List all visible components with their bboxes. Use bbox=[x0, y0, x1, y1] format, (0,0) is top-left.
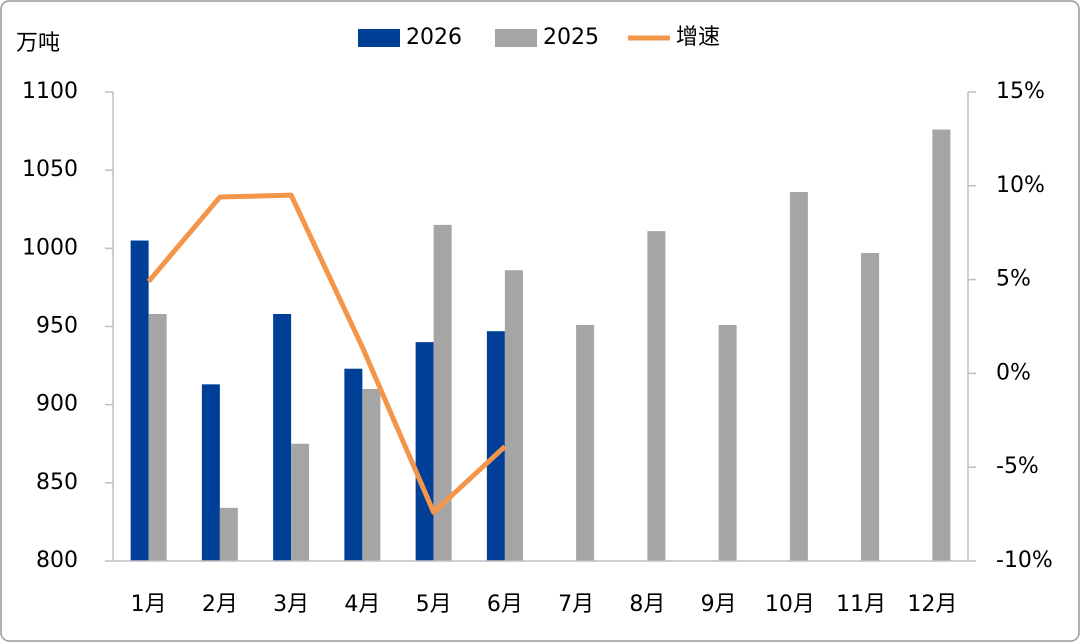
bar bbox=[415, 342, 434, 561]
bar bbox=[362, 389, 381, 561]
y2-tick-label: 15% bbox=[996, 79, 1045, 104]
x-tick-label: 6月 bbox=[487, 592, 523, 617]
line-series bbox=[146, 192, 507, 515]
x-tick-label: 1月 bbox=[131, 592, 167, 617]
bar bbox=[932, 129, 951, 561]
legend-swatch bbox=[495, 29, 537, 47]
x-tick-label: 2月 bbox=[202, 592, 238, 617]
x-tick-label: 9月 bbox=[701, 592, 737, 617]
bar bbox=[576, 324, 595, 561]
bar bbox=[201, 384, 220, 561]
y2-tick-label: -5% bbox=[996, 454, 1039, 479]
y-tick-label: 900 bbox=[36, 392, 78, 417]
bar bbox=[486, 331, 505, 561]
unit-label: 万吨 bbox=[16, 31, 60, 56]
legend-label: 2025 bbox=[543, 25, 599, 50]
x-tick-label: 11月 bbox=[836, 592, 886, 617]
bar bbox=[291, 443, 310, 561]
bar bbox=[504, 270, 523, 561]
y-tick-label: 850 bbox=[36, 470, 78, 495]
y2-tick-label: -10% bbox=[996, 548, 1053, 573]
y-tick-label: 950 bbox=[36, 314, 78, 339]
bar bbox=[130, 240, 149, 561]
y2-tick-label: 0% bbox=[996, 360, 1031, 385]
legend-label: 2026 bbox=[406, 25, 462, 50]
bar bbox=[219, 507, 238, 561]
bar bbox=[647, 231, 666, 562]
y-tick-label: 800 bbox=[36, 548, 78, 573]
y2-tick-label: 5% bbox=[996, 267, 1031, 292]
x-tick-label: 7月 bbox=[558, 592, 594, 617]
y2-tick-label: 10% bbox=[996, 173, 1045, 198]
bar bbox=[789, 192, 808, 561]
x-tick-label: 12月 bbox=[907, 592, 957, 617]
x-tick-label: 4月 bbox=[344, 592, 380, 617]
x-tick-label: 10月 bbox=[765, 592, 815, 617]
bar bbox=[148, 313, 167, 561]
bar bbox=[344, 368, 363, 561]
legend-swatch bbox=[358, 29, 400, 47]
bar bbox=[433, 224, 452, 561]
bar bbox=[718, 324, 737, 561]
legend-label: 增速 bbox=[676, 25, 720, 50]
x-tick-label: 3月 bbox=[273, 592, 309, 617]
x-tick-label: 5月 bbox=[416, 592, 452, 617]
bar bbox=[861, 253, 880, 562]
y-tick-label: 1100 bbox=[22, 79, 78, 104]
x-tick-label: 8月 bbox=[629, 592, 665, 617]
y-tick-label: 1050 bbox=[22, 157, 78, 182]
y-tick-label: 1000 bbox=[22, 235, 78, 260]
bar bbox=[273, 313, 292, 561]
